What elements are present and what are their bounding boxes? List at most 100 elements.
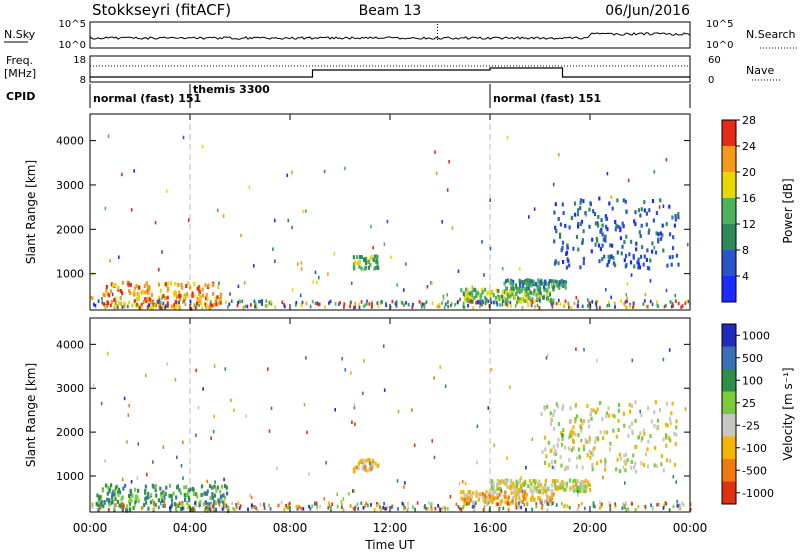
heatmap-cell bbox=[631, 358, 634, 363]
heatmap-cell bbox=[397, 507, 399, 511]
heatmap-cell bbox=[190, 306, 193, 311]
heatmap-cell bbox=[147, 506, 150, 511]
heatmap-cell bbox=[193, 282, 196, 287]
heatmap-cell bbox=[303, 402, 306, 407]
heatmap-cell bbox=[660, 462, 663, 467]
heatmap-cell bbox=[185, 284, 188, 288]
heatmap-cell bbox=[112, 283, 115, 288]
heatmap-cell bbox=[569, 486, 572, 490]
heatmap-cell bbox=[133, 504, 136, 508]
heatmap-cell bbox=[533, 288, 536, 293]
heatmap-cell bbox=[450, 303, 452, 308]
heatmap-cell bbox=[418, 300, 421, 304]
heatmap-cell bbox=[237, 300, 239, 305]
heatmap-cell bbox=[572, 479, 575, 484]
heatmap-cell bbox=[203, 502, 206, 507]
heatmap-cell bbox=[114, 497, 117, 502]
heatmap-cell bbox=[646, 447, 649, 452]
heatmap-cell bbox=[495, 288, 498, 293]
heatmap-cell bbox=[672, 504, 675, 509]
heatmap-cell bbox=[647, 439, 650, 444]
heatmap-cell bbox=[376, 261, 379, 266]
heatmap-cell bbox=[650, 503, 652, 507]
heatmap-cell bbox=[339, 301, 341, 305]
heatmap-cell bbox=[383, 388, 386, 392]
heatmap-cell bbox=[606, 303, 609, 308]
heatmap-cell bbox=[149, 300, 152, 305]
heatmap-cell bbox=[521, 493, 524, 498]
heatmap-cell bbox=[518, 479, 521, 484]
heatmap-cell bbox=[634, 461, 637, 466]
heatmap-cell bbox=[669, 421, 672, 426]
heatmap-cell bbox=[142, 299, 145, 304]
heatmap-cell bbox=[117, 285, 120, 290]
heatmap-cell bbox=[561, 436, 564, 441]
heatmap-cell bbox=[639, 234, 642, 238]
heatmap-cell bbox=[624, 452, 628, 457]
heatmap-cell bbox=[168, 483, 172, 488]
heatmap-cell bbox=[630, 239, 633, 244]
heatmap-cell bbox=[405, 301, 407, 305]
heatmap-cell bbox=[205, 491, 208, 496]
heatmap-cell bbox=[622, 502, 625, 506]
heatmap-cell bbox=[484, 287, 487, 292]
heatmap-cell bbox=[425, 506, 427, 511]
heatmap-cell bbox=[203, 491, 206, 496]
heatmap-cell bbox=[557, 217, 560, 221]
heatmap-cell bbox=[472, 306, 475, 310]
heatmap-cell bbox=[219, 299, 222, 303]
heatmap-cell bbox=[510, 289, 513, 294]
heatmap-cell bbox=[104, 459, 106, 463]
heatmap-cell bbox=[640, 223, 643, 228]
heatmap-cell bbox=[649, 299, 652, 304]
heatmap-cell bbox=[132, 506, 135, 510]
heatmap-cell bbox=[159, 305, 161, 310]
heatmap-cell bbox=[630, 273, 633, 277]
heatmap-cell bbox=[102, 292, 105, 297]
heatmap-cell bbox=[598, 196, 601, 201]
heatmap-cell bbox=[553, 465, 556, 470]
heatmap-cell bbox=[567, 258, 570, 263]
heatmap-cell bbox=[588, 439, 591, 444]
heatmap-cell bbox=[550, 279, 553, 284]
heatmap-cell bbox=[585, 213, 587, 217]
heatmap-cell bbox=[195, 368, 197, 373]
heatmap-cell bbox=[180, 282, 183, 287]
heatmap-cell bbox=[624, 264, 627, 269]
heatmap-cell bbox=[148, 494, 151, 499]
heatmap-cell bbox=[205, 506, 207, 510]
heatmap-cell bbox=[95, 501, 98, 506]
heatmap-cell bbox=[160, 502, 163, 506]
heatmap-cell bbox=[181, 506, 184, 511]
heatmap-cell bbox=[378, 502, 380, 507]
heatmap-cell bbox=[642, 302, 645, 306]
heatmap-cell bbox=[100, 401, 103, 406]
heatmap-cell bbox=[126, 280, 129, 285]
heatmap-cell bbox=[437, 503, 439, 508]
heatmap-cell bbox=[375, 504, 378, 508]
heatmap-cell bbox=[565, 466, 568, 471]
heatmap-cell bbox=[374, 461, 377, 466]
heatmap-cell bbox=[557, 422, 561, 427]
heatmap-cell bbox=[575, 347, 577, 351]
heatmap-cell bbox=[220, 484, 223, 489]
heatmap-cell bbox=[661, 223, 664, 228]
y-tick-label: 4000 bbox=[56, 135, 84, 148]
heatmap-cell bbox=[649, 434, 652, 439]
heatmap-cell bbox=[614, 220, 617, 224]
heatmap-cell bbox=[198, 503, 201, 508]
heatmap-cell bbox=[519, 267, 521, 271]
heatmap-cell bbox=[546, 296, 549, 300]
heatmap-cell bbox=[461, 480, 464, 484]
colorbar-swatch bbox=[722, 276, 736, 303]
heatmap-cell bbox=[91, 296, 94, 300]
heatmap-cell bbox=[263, 506, 266, 510]
heatmap-cell bbox=[614, 305, 616, 309]
heatmap-cell bbox=[250, 495, 253, 500]
heatmap-cell bbox=[496, 495, 499, 500]
heatmap-cell bbox=[361, 466, 364, 471]
heatmap-cell bbox=[639, 431, 642, 436]
heatmap-cell bbox=[299, 293, 302, 298]
heatmap-cell bbox=[648, 228, 651, 233]
heatmap-cell bbox=[170, 504, 173, 509]
